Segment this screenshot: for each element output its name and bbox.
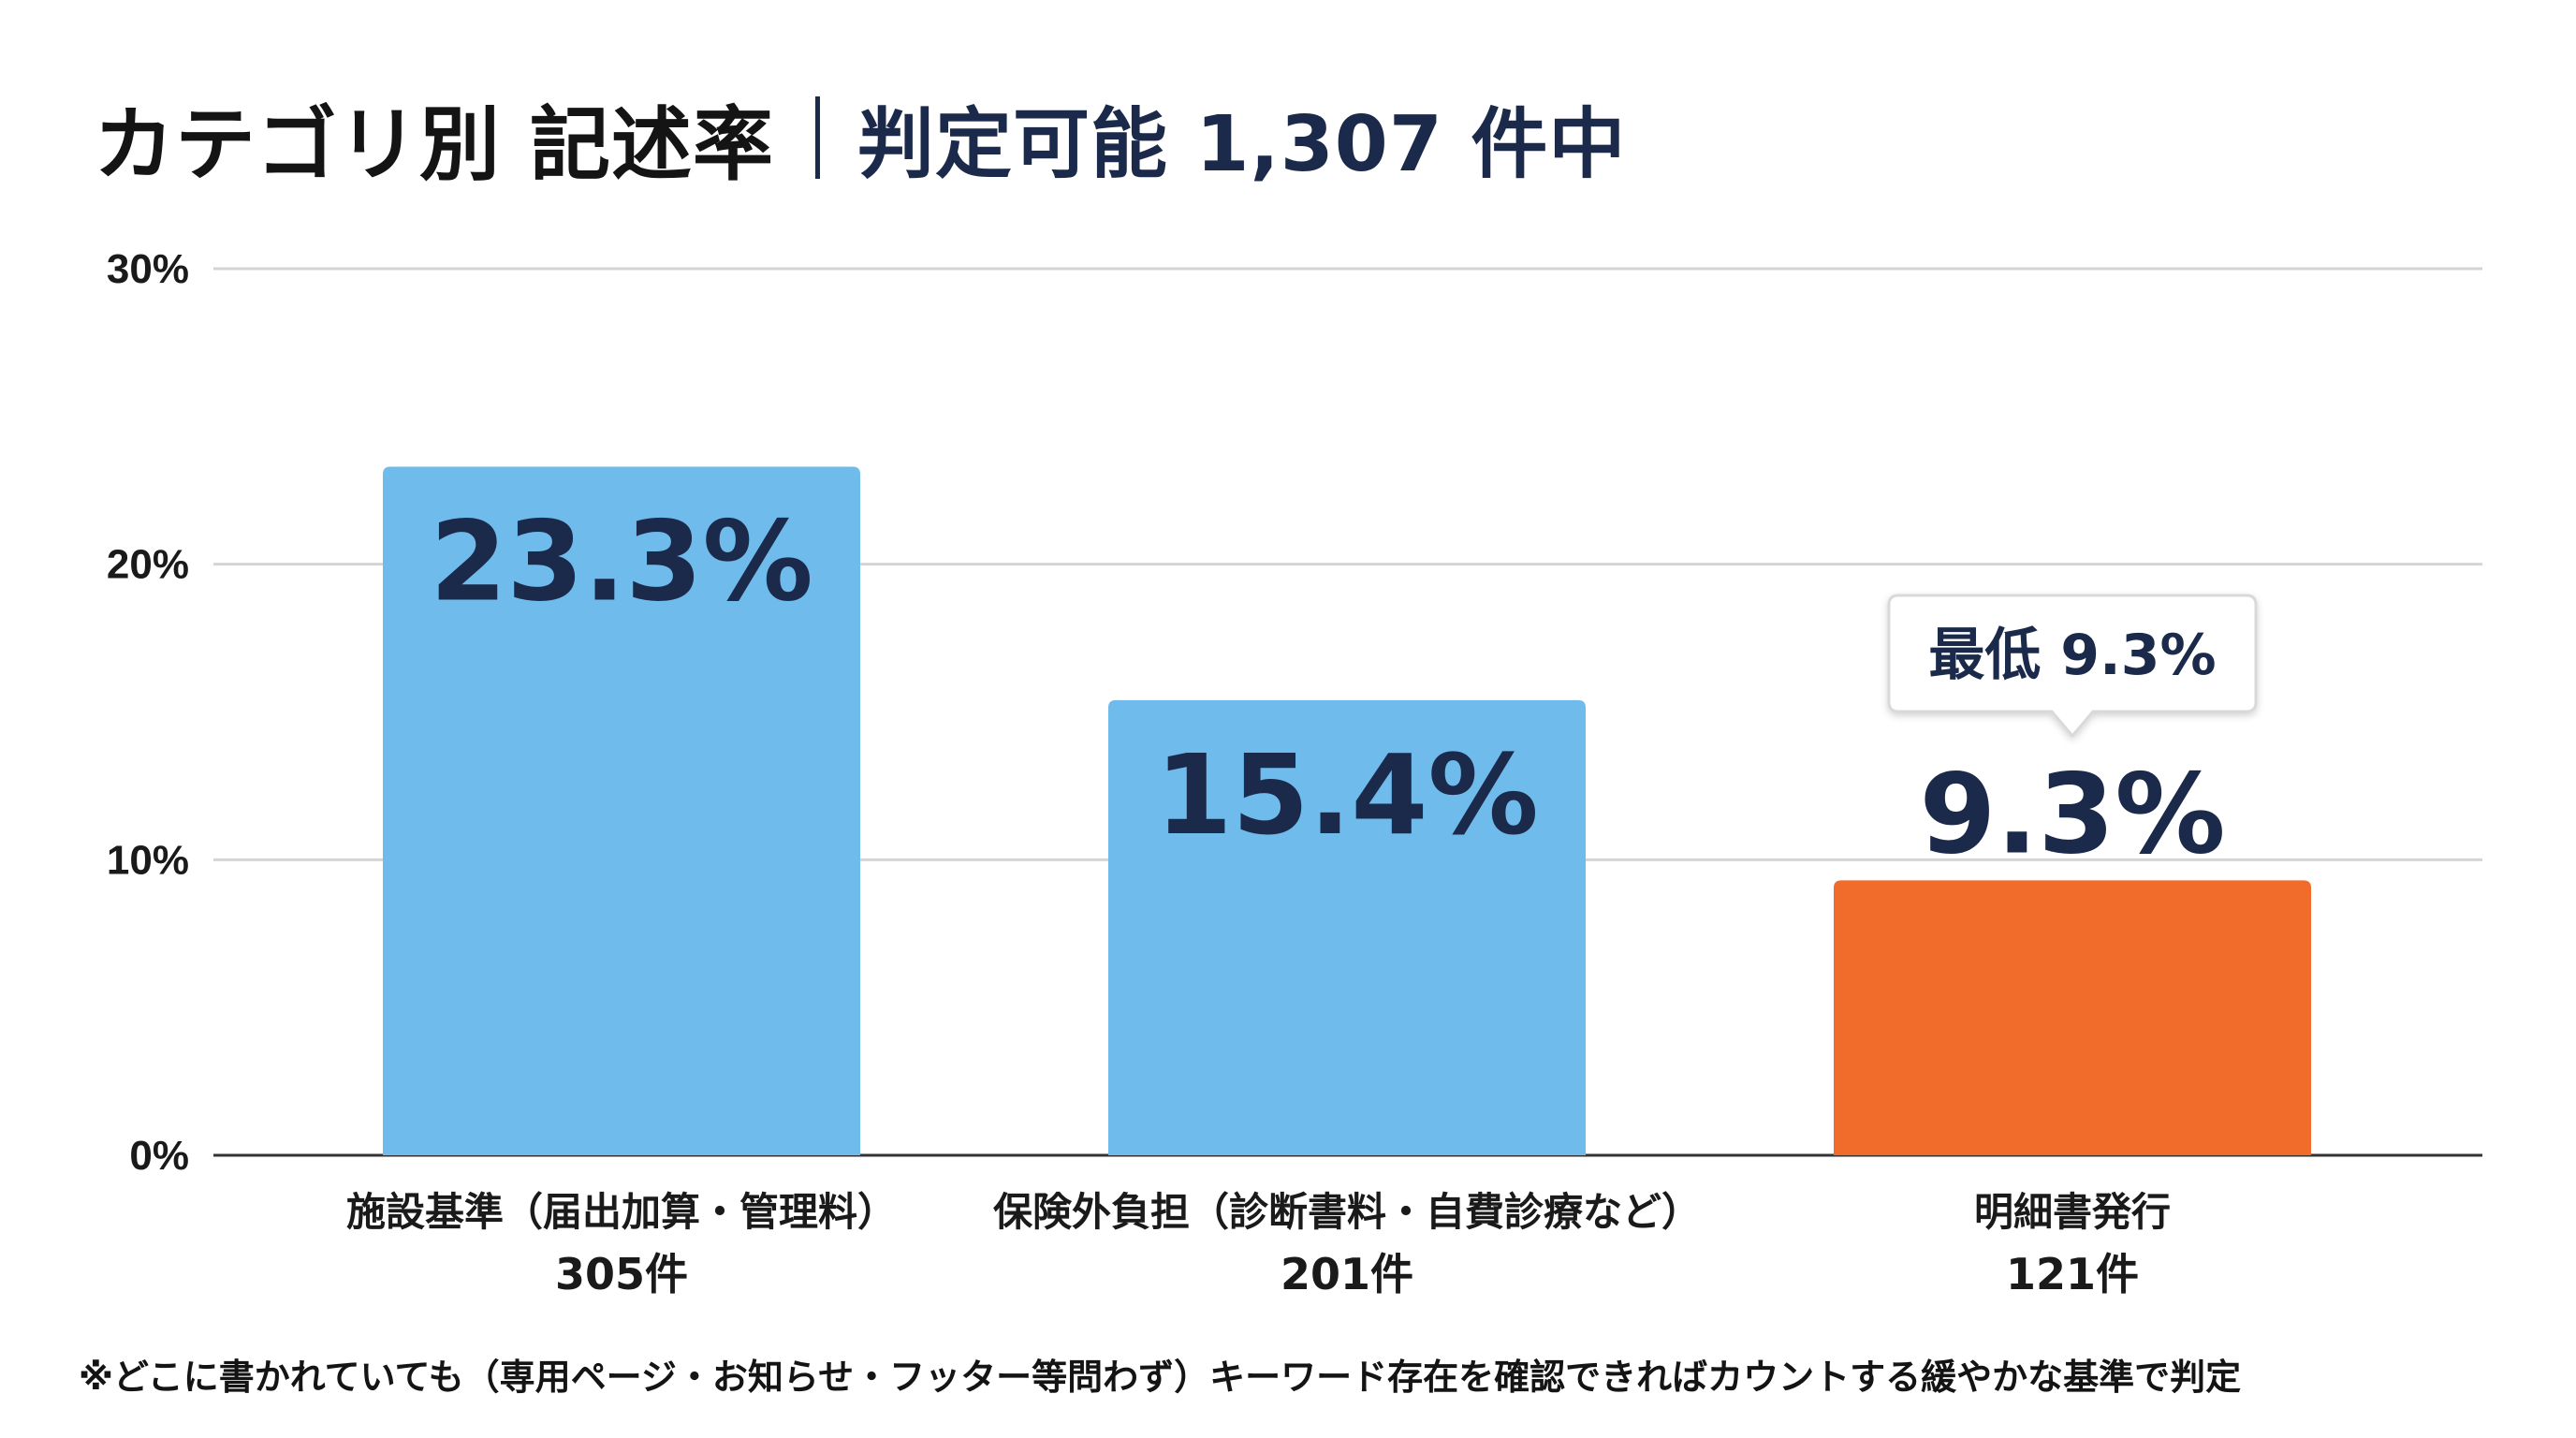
bar [1108,699,1586,1155]
min-callout [1887,594,2258,739]
category-label: 明細書発行 [1974,1189,2171,1235]
bars [383,466,2311,1155]
y-tick-label: 20% [107,542,189,588]
y-tick-label: 10% [107,837,189,883]
chart-title: カテゴリ別 記述率 [94,98,774,192]
category-count-label: 201件 [1281,1249,1413,1299]
footnote: ※どこに書かれていても（専用ページ・お知らせ・フッター等問わず）キーワード存在を… [79,1357,2242,1398]
chart-subtitle: 判定可能 1,307 件中 [856,100,1627,189]
chart-header: カテゴリ別 記述率 判定可能 1,307 件中 [94,79,1626,196]
callout-text: 最低 9.3% [1928,623,2216,688]
bar [383,466,860,1155]
callout-bubble [1887,594,2258,739]
bar-highlight [1834,880,2311,1155]
y-tick-label: 0% [129,1133,189,1179]
bar-value-label: 9.3% [1919,749,2225,878]
category-label: 施設基準（届出加算・管理料） [346,1189,897,1235]
labels: 0% 10% 20% 30% 23.3% 施設基準（届出加算・管理料） 305件 15.4% 保… [107,246,2258,1299]
bar-value-label: 23.3% [430,496,812,625]
y-tick-label: 30% [107,246,189,292]
category-count-label: 305件 [555,1249,688,1299]
category-label: 保険外負担（診断書料・自費診療など） [993,1189,1701,1235]
title-divider [814,95,820,179]
category-count-label: 121件 [2006,1249,2139,1299]
bar-value-label: 15.4% [1155,730,1538,859]
